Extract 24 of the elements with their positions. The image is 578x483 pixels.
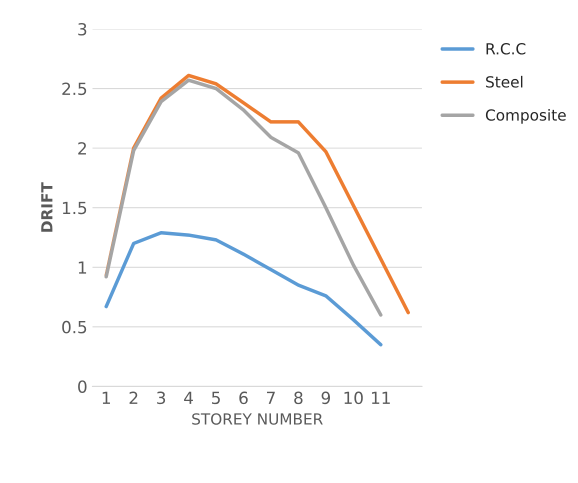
x-tick-label: 6 [239,392,248,404]
line-series [104,230,382,346]
y-tick-label: 3 [78,22,86,36]
x-tick-label: 8 [294,392,303,404]
x-tick-label: 1 [102,392,110,404]
legend-label: Steel [486,76,522,88]
x-axis-title: STOREY NUMBER [192,413,323,425]
x-tick-label: 3 [157,392,166,404]
x-tick-label: 9 [322,392,330,404]
x-tick-label: 5 [212,392,220,404]
legend-label: R.C.C [486,43,526,55]
y-tick-label: 0.5 [62,320,86,334]
y-tick-label: 1 [78,261,86,274]
x-tick-label: 7 [267,392,275,404]
legend-label: Composite [486,108,566,124]
x-tick-label: 10 [344,392,363,404]
y-tick-label: 2.5 [62,82,86,96]
y-axis-title: DRIFT [41,182,52,232]
y-tick-label: 2 [78,142,86,154]
y-tick-label: 0 [78,380,87,393]
x-tick-label: 11 [372,392,390,404]
x-tick-label: 4 [184,392,193,404]
y-tick-label: 1.5 [62,202,86,214]
x-tick-label: 2 [130,392,138,404]
